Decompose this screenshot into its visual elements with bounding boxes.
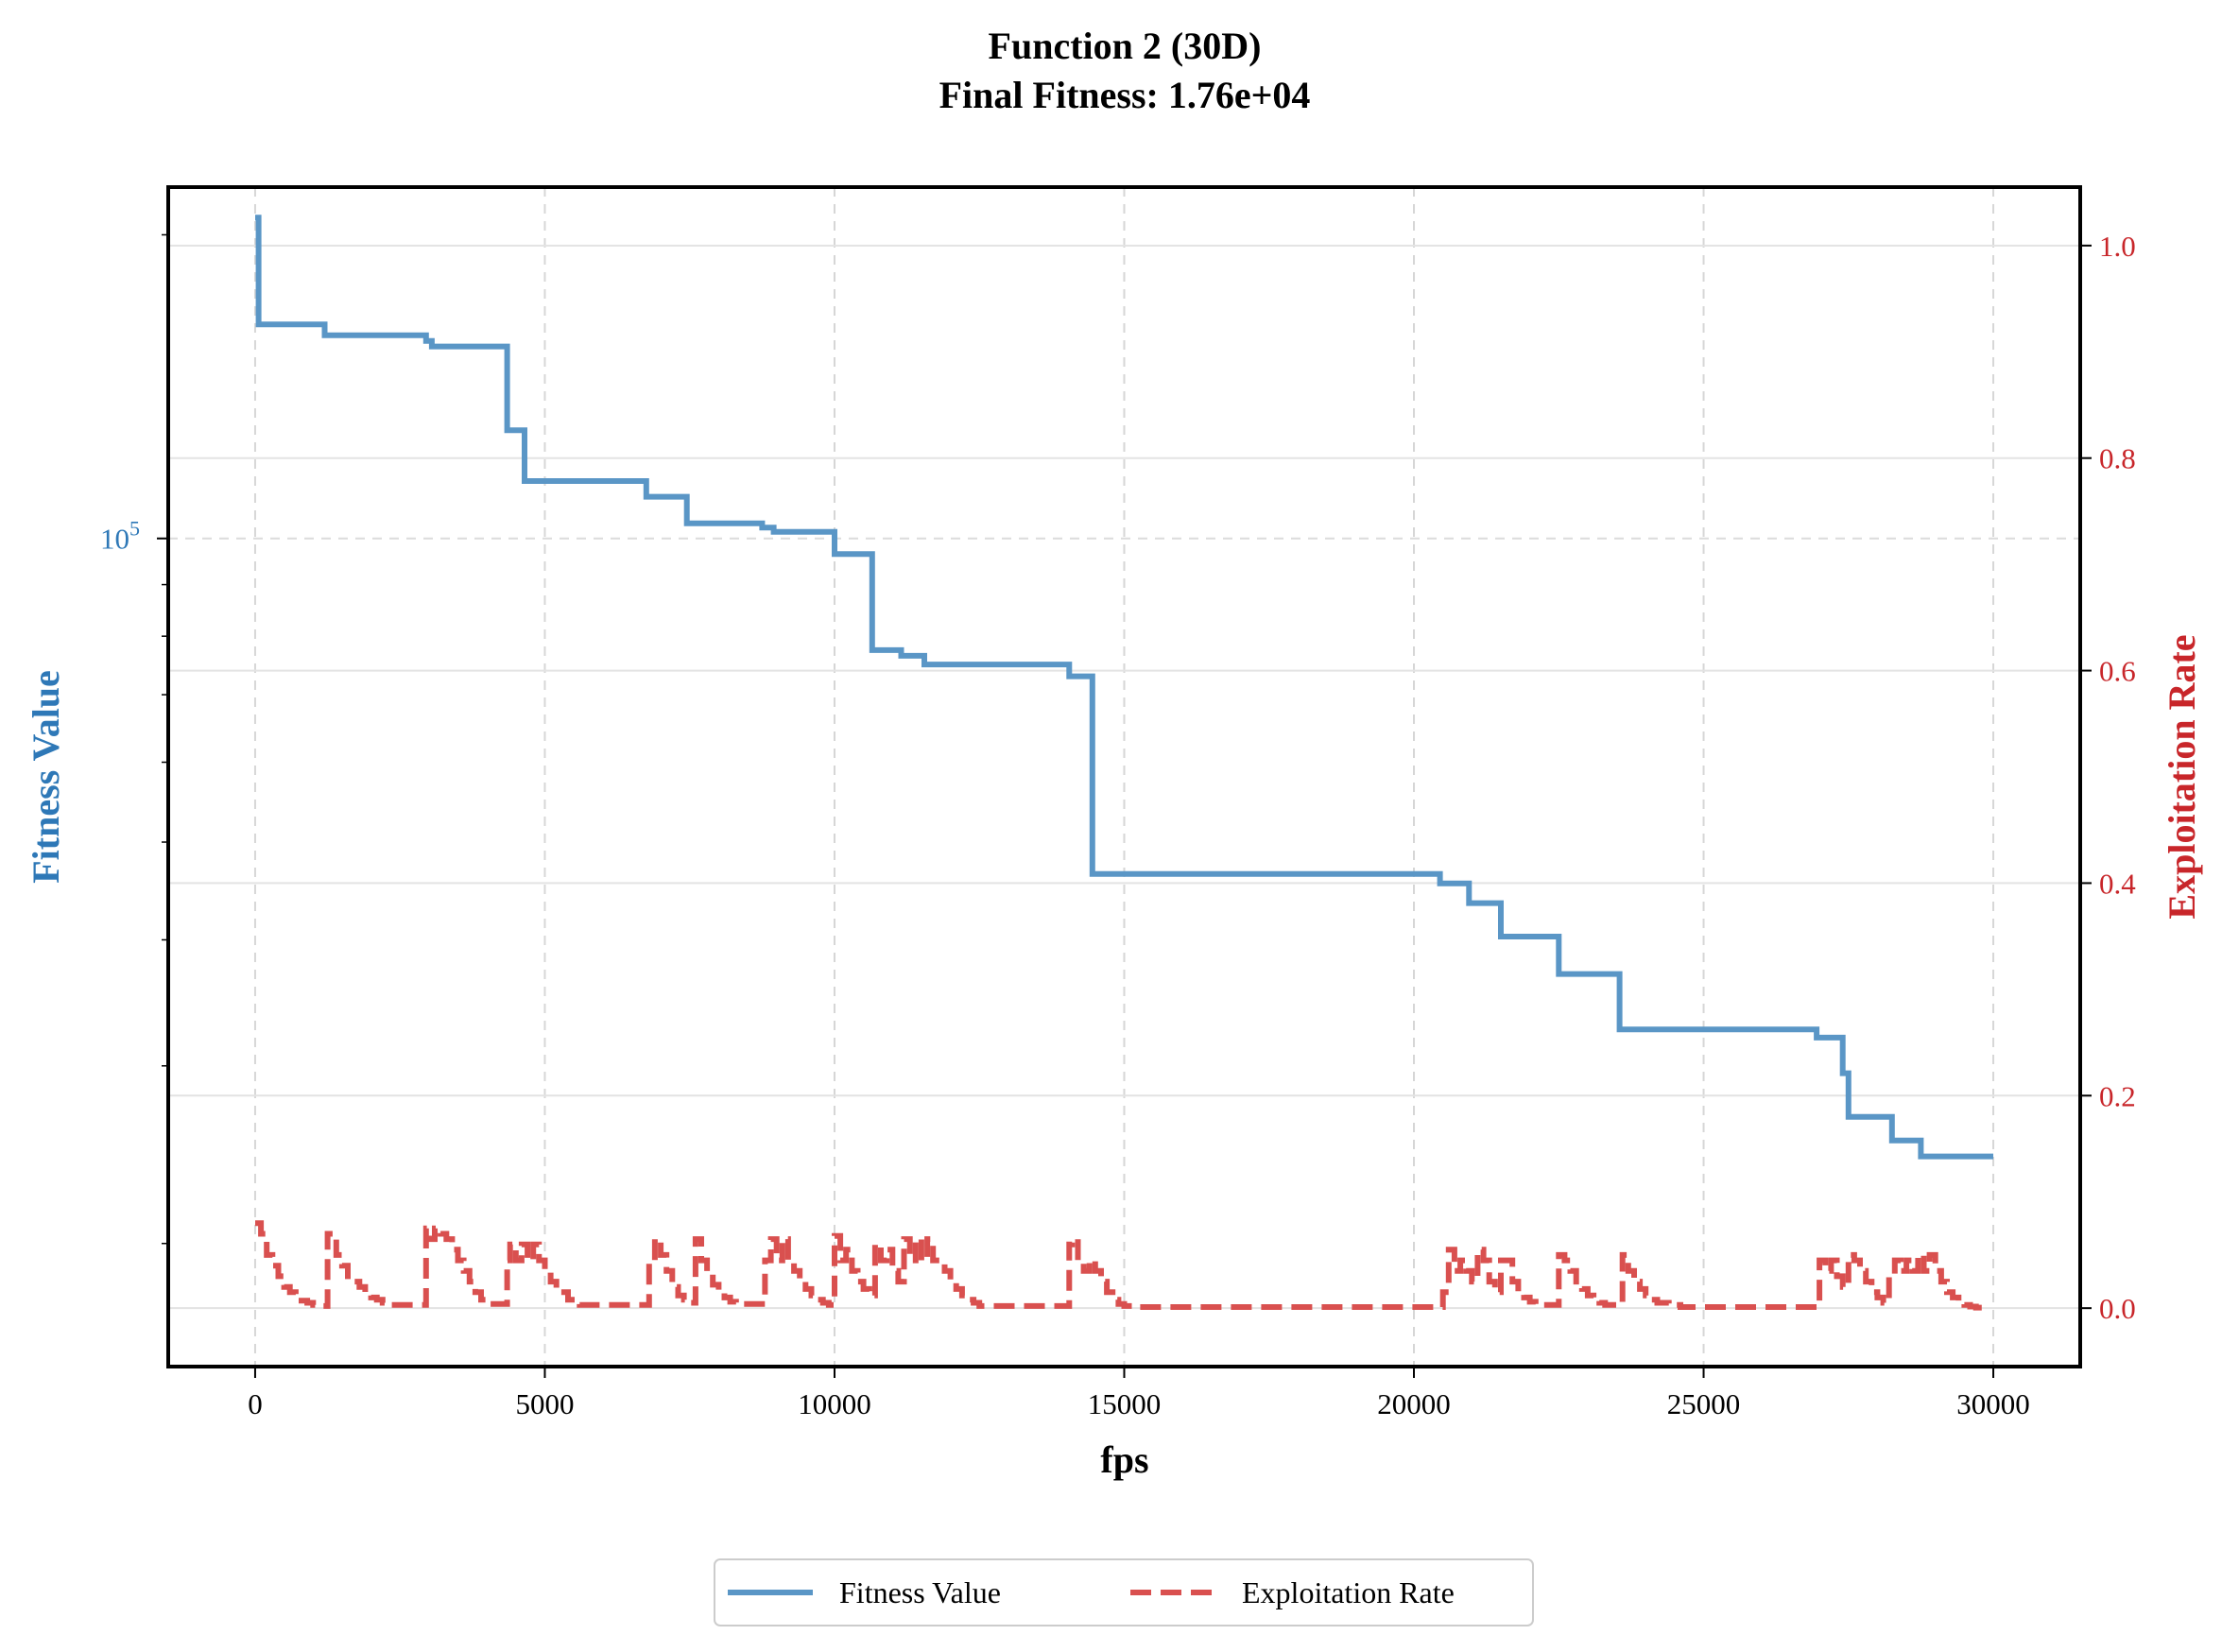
legend-label-exploitation: Exploitation Rate — [1242, 1575, 1455, 1609]
x-tick-label: 5000 — [515, 1387, 574, 1420]
left-axis-label: Fitness Value — [25, 670, 67, 884]
right-tick-label: 0.8 — [2099, 442, 2136, 475]
fitness-value-line — [255, 215, 1993, 1160]
x-tick-label: 0 — [248, 1387, 263, 1420]
chart-title: Function 2 (30D) — [989, 25, 1262, 67]
legend-label-fitness: Fitness Value — [839, 1575, 1001, 1609]
x-tick-label: 10000 — [798, 1387, 871, 1420]
plot-series — [255, 215, 1993, 1311]
x-axis-label: fps — [1100, 1438, 1148, 1481]
x-tick-label: 25000 — [1667, 1387, 1741, 1420]
right-tick-label: 0.4 — [2099, 867, 2136, 900]
chart-subtitle: Final Fitness: 1.76e+04 — [939, 74, 1311, 116]
right-tick-label: 0.2 — [2099, 1079, 2136, 1112]
right-tick-label: 0.6 — [2099, 655, 2136, 688]
x-axis-ticks: 0 5000 10000 15000 20000 25000 30000 — [248, 1367, 2030, 1420]
legend-frame — [714, 1558, 1534, 1626]
x-tick-label: 30000 — [1956, 1387, 2030, 1420]
right-tick-label: 1.0 — [2099, 230, 2136, 263]
x-tick-label: 20000 — [1377, 1387, 1451, 1420]
right-axis-label: Exploitation Rate — [2161, 634, 2203, 919]
exploitation-rate-line — [255, 1220, 1985, 1311]
left-axis-ticks: 105 — [100, 233, 168, 1245]
right-axis-ticks: 0.0 0.2 0.4 0.6 0.8 1.0 — [2080, 230, 2136, 1325]
grid-lines — [168, 187, 2080, 1367]
left-tick-label: 105 — [100, 517, 140, 556]
x-tick-label: 15000 — [1088, 1387, 1162, 1420]
right-tick-label: 0.0 — [2099, 1292, 2136, 1325]
legend: Fitness Value Exploitation Rate — [714, 1558, 1534, 1626]
